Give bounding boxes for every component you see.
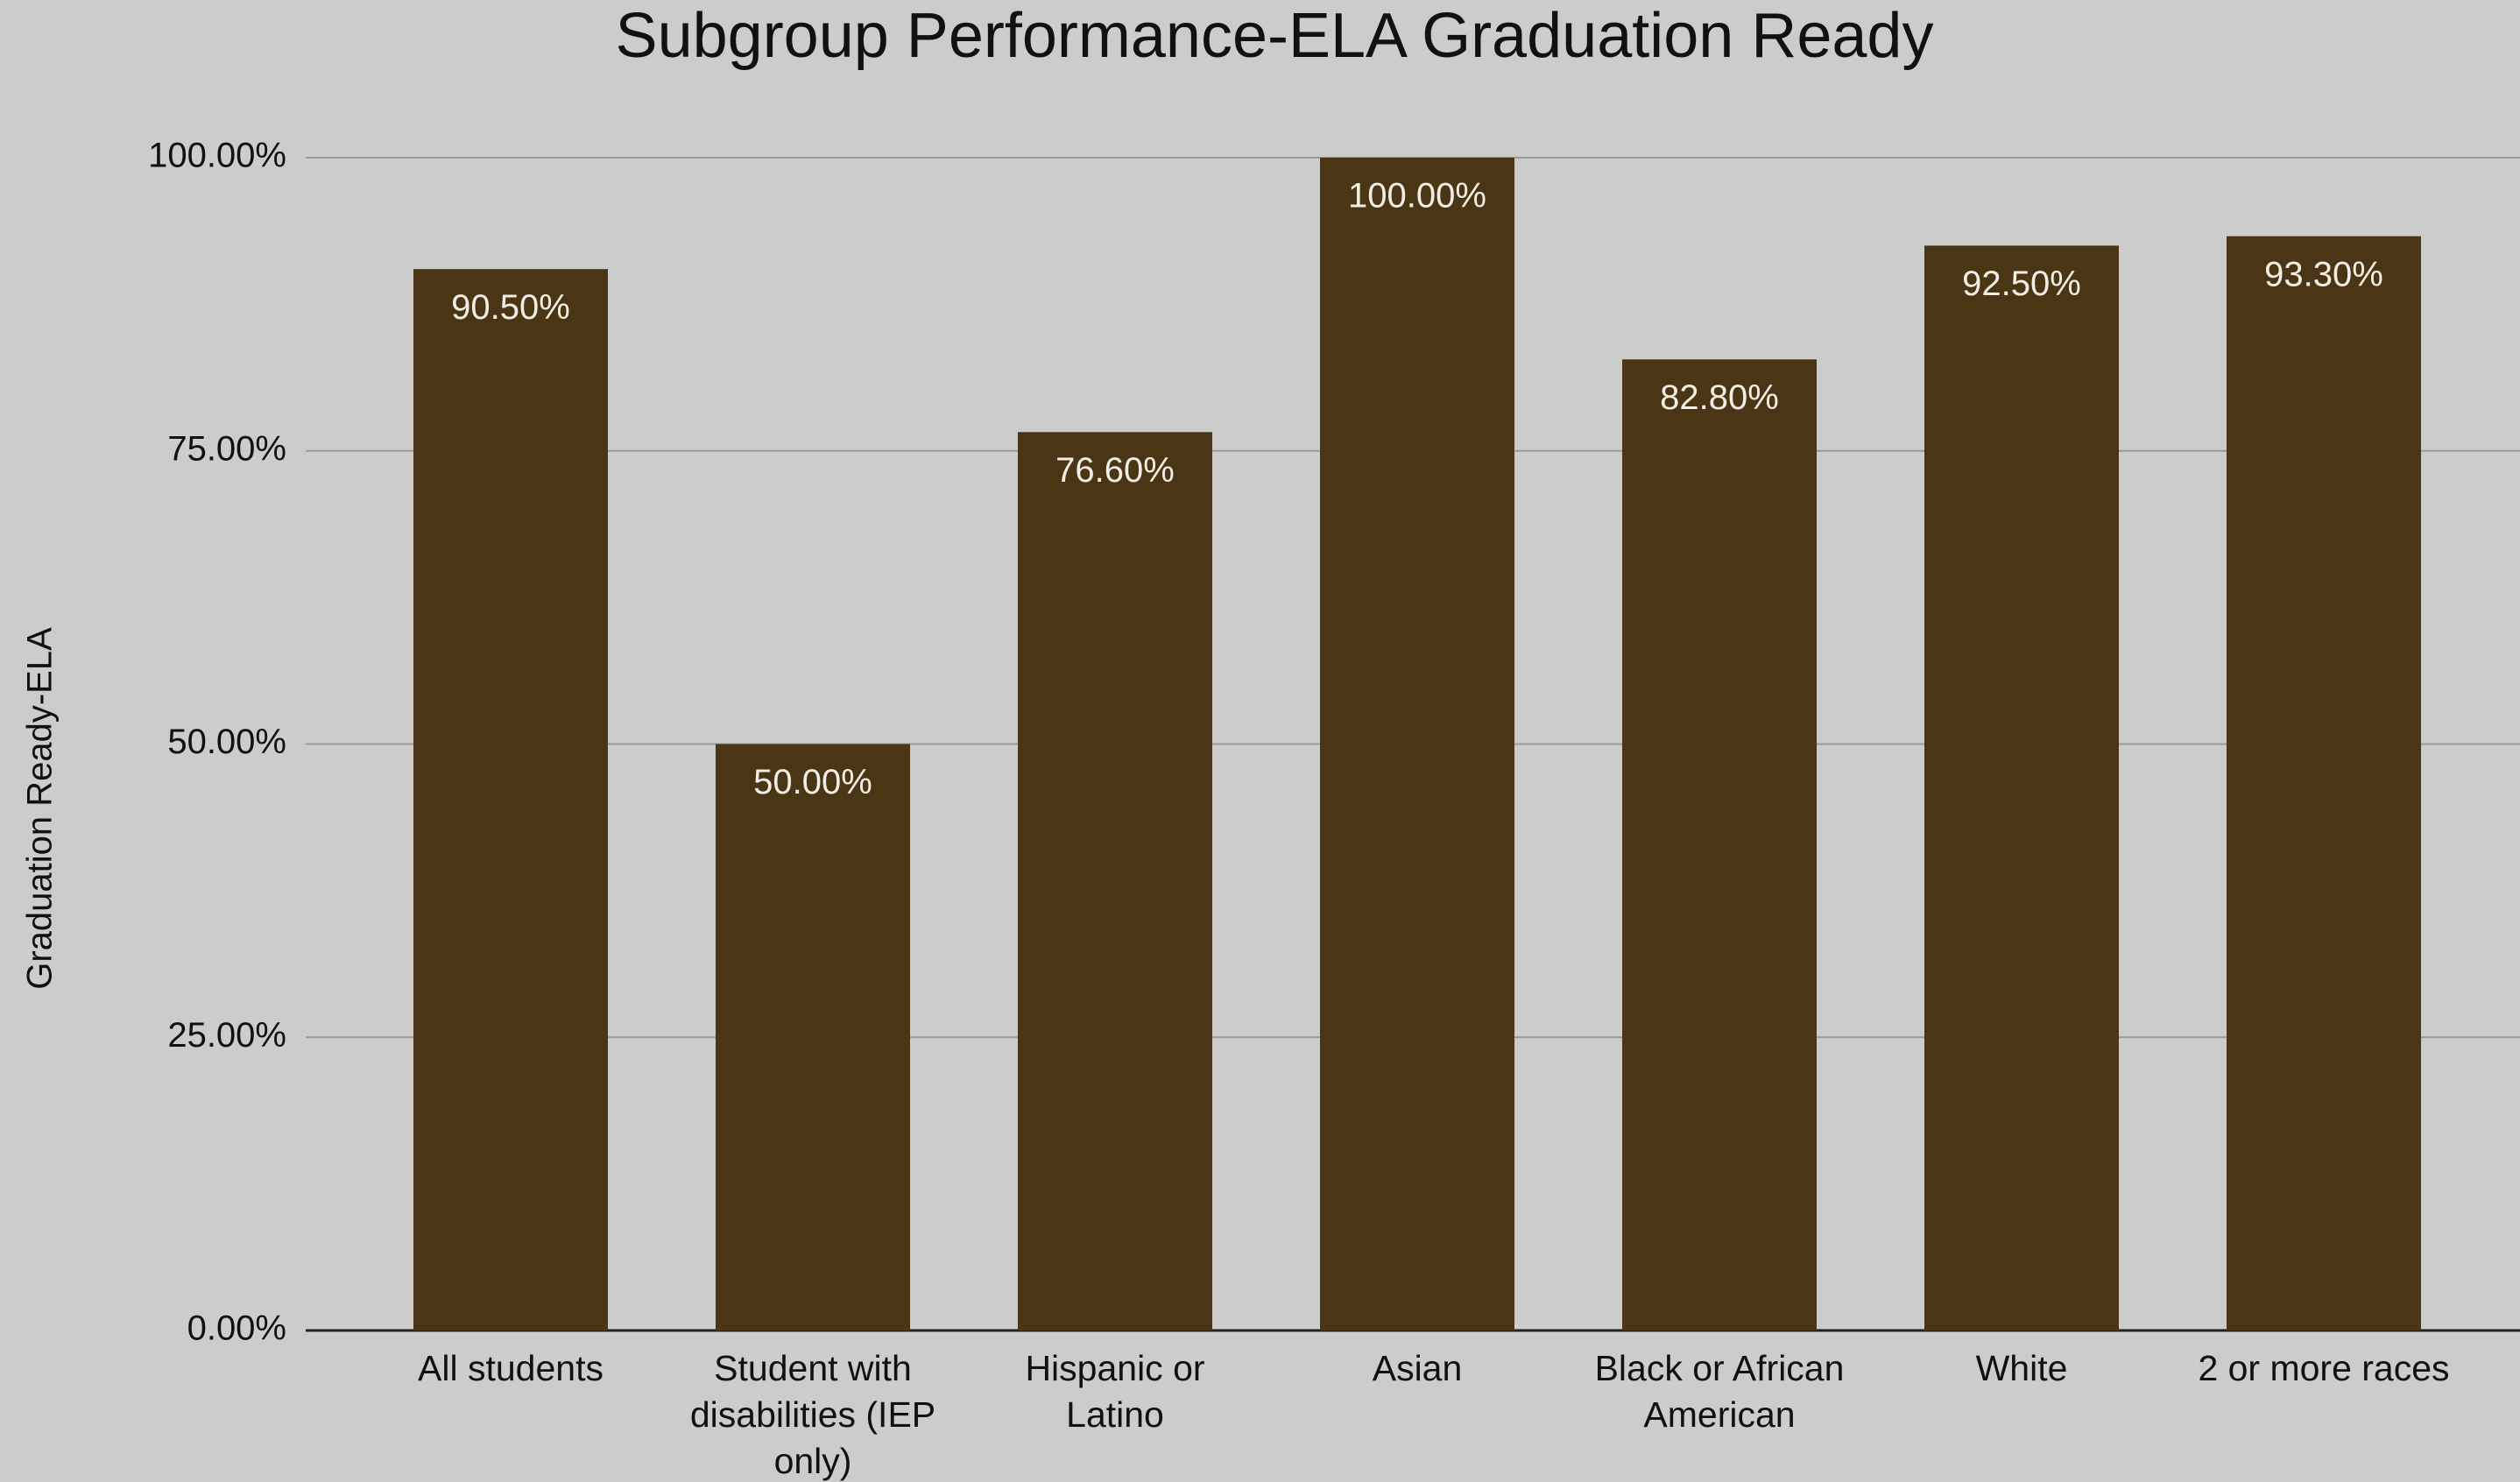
y-tick-label: 100.00%	[148, 137, 286, 175]
value-label: 82.80%	[1660, 378, 1779, 417]
value-label: 92.50%	[1962, 265, 2081, 303]
value-label: 76.60%	[1055, 451, 1175, 490]
x-tick-label: Black or African American	[1595, 1348, 1845, 1435]
x-tick-label: 2 or more races	[2198, 1348, 2449, 1388]
x-tick-label: White	[1976, 1348, 2068, 1388]
y-tick-label: 50.00%	[167, 723, 286, 761]
bar	[1320, 158, 1514, 1330]
bar	[2227, 236, 2421, 1330]
bar	[1924, 245, 2119, 1330]
x-tick-label: All students	[418, 1348, 604, 1388]
chart-title: Subgroup Performance-ELA Graduation Read…	[616, 1, 1934, 71]
bar	[413, 269, 608, 1331]
y-tick-label: 0.00%	[187, 1309, 286, 1348]
bar	[1018, 432, 1212, 1331]
value-label: 100.00%	[1348, 177, 1486, 215]
value-label: 50.00%	[753, 763, 872, 801]
x-tick-label: Student with disabilities (IEP only)	[690, 1348, 935, 1481]
y-axis-label: Graduation Ready-ELA	[21, 627, 60, 990]
x-tick-label: Hispanic or Latino	[1025, 1348, 1204, 1435]
value-label: 90.50%	[451, 288, 570, 327]
x-tick-label: Asian	[1373, 1348, 1463, 1388]
y-tick-label: 75.00%	[167, 429, 286, 468]
bar	[716, 744, 910, 1330]
y-tick-label: 25.00%	[167, 1016, 286, 1055]
value-label: 93.30%	[2264, 255, 2383, 293]
bar	[1622, 359, 1817, 1331]
